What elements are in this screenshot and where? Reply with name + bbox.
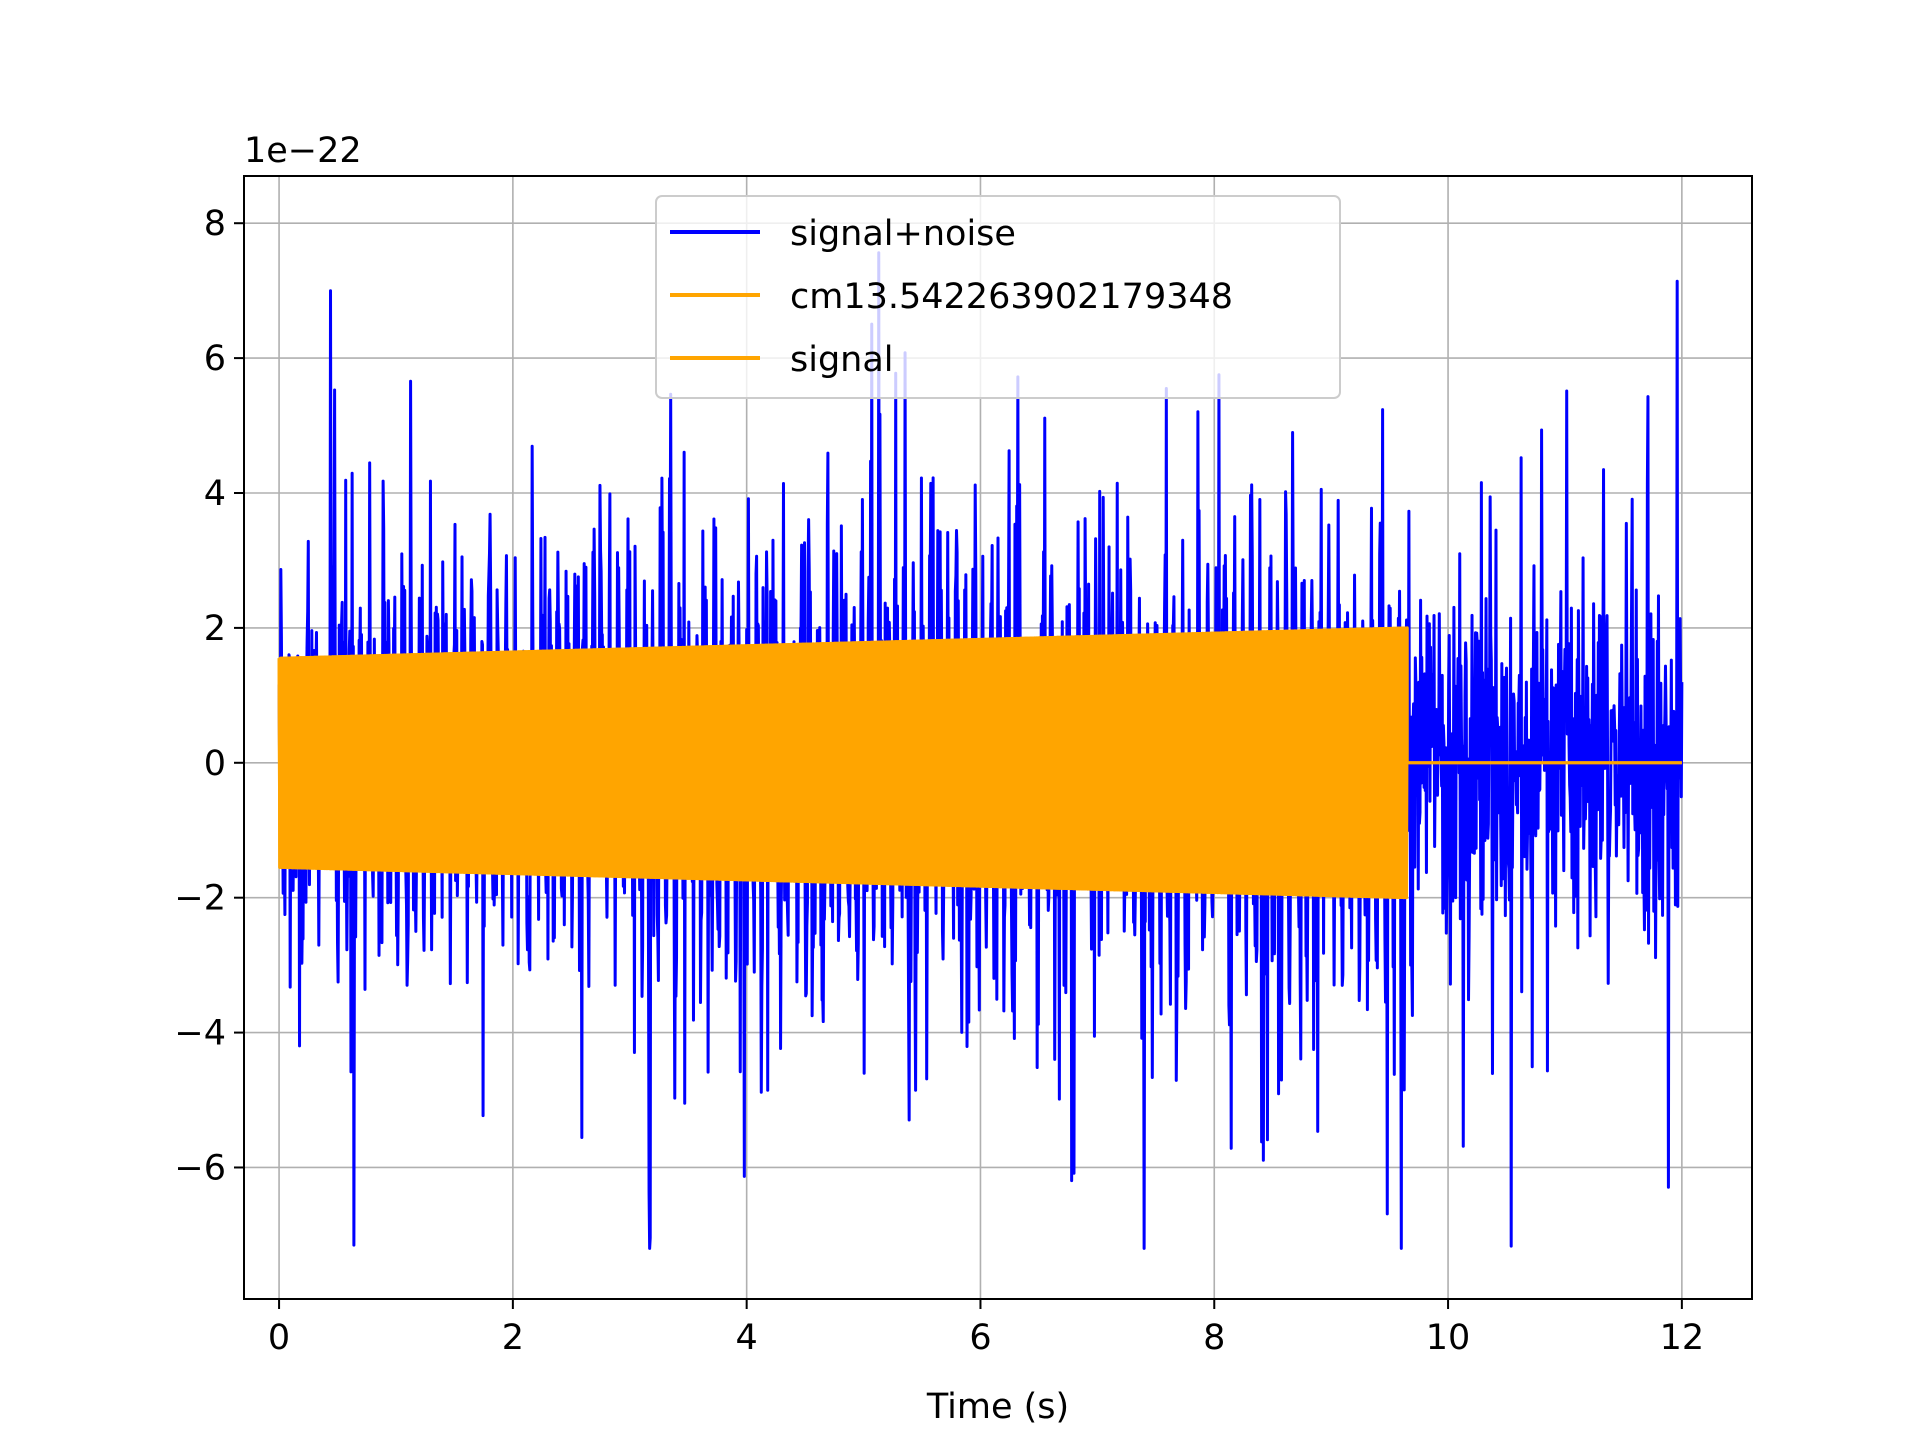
y-offset-label: 1e−22 [244, 131, 362, 171]
x-tick-label: 4 [736, 1318, 758, 1358]
y-tick-label: 6 [204, 339, 226, 379]
y-tick-label: −4 [174, 1014, 226, 1054]
y-tick-label: −6 [174, 1148, 226, 1188]
x-tick-label: 8 [1203, 1318, 1225, 1358]
plot-series [277, 251, 1684, 1250]
legend-label-signal-noise: signal+noise [790, 214, 1016, 254]
legend: signal+noise cm13.542263902179348 signal [655, 195, 1341, 399]
y-tick-label: 4 [204, 474, 226, 514]
x-axis: 0 2 4 6 8 10 12 [268, 1299, 1704, 1358]
y-tick-label: 2 [204, 609, 226, 649]
legend-box [655, 195, 1341, 399]
x-axis-label: Time (s) [926, 1387, 1069, 1427]
x-tick-label: 6 [969, 1318, 991, 1358]
y-tick-label: −2 [174, 879, 226, 919]
legend-label-signal: signal [790, 340, 894, 380]
series-line-signal [277, 626, 1682, 900]
y-tick-label: 0 [204, 744, 226, 784]
y-tick-label: 8 [204, 204, 226, 244]
x-tick-label: 2 [502, 1318, 524, 1358]
legend-label-cm: cm13.542263902179348 [790, 277, 1233, 317]
y-axis: −6 −4 −2 0 2 4 6 8 [174, 204, 244, 1188]
x-tick-label: 12 [1660, 1318, 1705, 1358]
plot-frame [243, 175, 1753, 1300]
x-tick-label: 0 [268, 1318, 290, 1358]
x-tick-label: 10 [1426, 1318, 1471, 1358]
